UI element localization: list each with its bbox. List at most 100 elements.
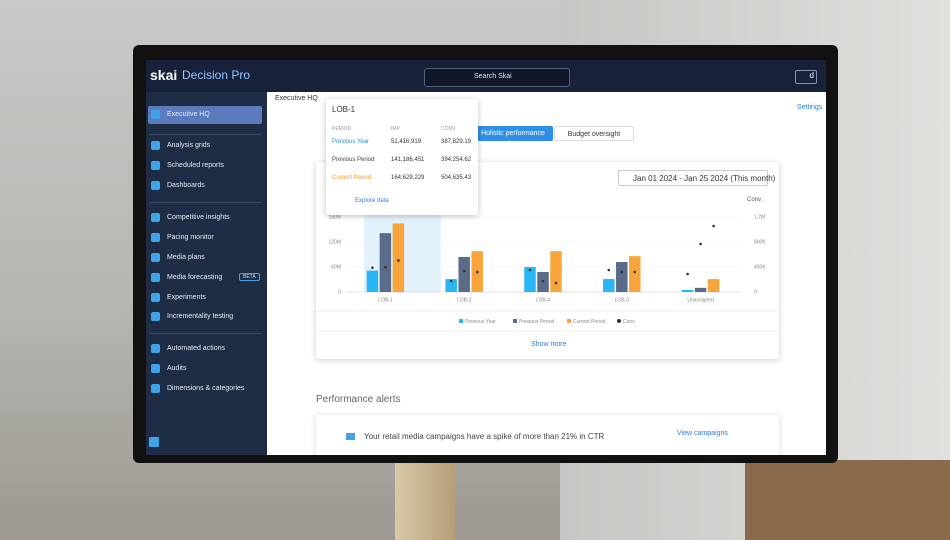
bar — [524, 267, 536, 292]
x-tick-label: Unassigned — [687, 297, 714, 303]
tooltip-cell: 141,186,451 — [391, 157, 425, 163]
y-tick-label: 120M — [328, 239, 341, 245]
conv-dot — [384, 266, 387, 269]
sidebar-icon — [151, 233, 160, 242]
tooltip — [326, 99, 478, 215]
screen: skai Decision Pro Search Skai d Executiv… — [146, 60, 826, 455]
product-name: Decision Pro — [182, 68, 251, 82]
alert-card — [316, 415, 779, 455]
bar — [458, 257, 470, 292]
bar — [629, 256, 641, 292]
sidebar-item[interactable]: Audits — [167, 365, 187, 372]
legend-label: Previous Period — [519, 319, 555, 325]
bar — [694, 287, 707, 292]
sidebar-item[interactable]: Dashboards — [167, 182, 205, 189]
conv-dot — [397, 259, 400, 262]
conv-dot — [686, 272, 689, 276]
alert-text: Your retail media campaigns have a spike… — [364, 432, 605, 441]
tooltip-header: IMP — [391, 126, 400, 132]
conv-dot — [449, 279, 453, 283]
legend-swatch — [459, 319, 463, 323]
alert-action[interactable]: View campaigns — [677, 430, 728, 437]
beta-badge: BETA — [239, 273, 260, 281]
tooltip-cell: Previous Period — [332, 157, 375, 163]
bar — [445, 279, 457, 292]
sidebar-item[interactable]: Analysis grids — [167, 142, 211, 149]
settings-link[interactable]: Settings — [797, 104, 823, 111]
alerts-title: Performance alerts — [316, 394, 401, 405]
sidebar-icon — [151, 384, 160, 393]
sidebar-item[interactable]: Dimensions & categories — [167, 385, 245, 392]
tooltip-link[interactable]: Explore data — [355, 198, 389, 204]
date-picker[interactable]: Jan 01 2024 - Jan 25 2024 (This month) — [618, 170, 775, 186]
bar — [379, 233, 392, 292]
conv-dot — [475, 270, 479, 274]
sidebar-icon — [151, 141, 160, 150]
conv-dot — [462, 269, 466, 273]
sidebar-icon — [151, 293, 160, 302]
conv-dot — [607, 268, 611, 272]
conv-dot — [699, 242, 702, 246]
sidebar-icon — [151, 312, 160, 321]
tooltip-cell: 394,254.62 — [441, 157, 472, 163]
y2-tick-label: 800K — [754, 239, 766, 245]
conv-dot — [620, 270, 624, 274]
user-button[interactable]: d — [795, 70, 817, 84]
sidebar-icon — [151, 110, 160, 119]
sidebar-item[interactable]: Experiments — [167, 294, 206, 301]
tooltip-cell: 387,829.19 — [441, 139, 472, 145]
sidebar-divider — [149, 333, 262, 334]
conv-dot — [554, 281, 558, 285]
y2-tick-label: 400K — [754, 264, 766, 270]
bar — [366, 270, 379, 292]
sidebar-item[interactable]: Pacing monitor — [167, 234, 214, 241]
tooltip-header: PERIOD — [332, 126, 352, 132]
legend-swatch — [513, 319, 517, 323]
books — [745, 460, 950, 540]
conv-dot — [633, 270, 637, 274]
bar — [392, 223, 405, 292]
legend-swatch — [617, 319, 621, 323]
search-placeholder: Search Skai — [474, 73, 512, 80]
legend-label: Previous Year — [465, 319, 496, 325]
active-item-bg — [148, 106, 262, 124]
sidebar-icon — [151, 344, 160, 353]
sidebar-divider — [149, 134, 262, 135]
x-tick-label: LOB-1 — [378, 297, 393, 303]
y-tick-label: 60M — [331, 264, 341, 270]
sidebar-item[interactable]: Media forecasting — [167, 274, 223, 281]
x-tick-label: LOB-4 — [536, 297, 551, 303]
sidebar-item[interactable]: Competitive insights — [167, 214, 230, 221]
metric-select[interactable]: Conv. — [747, 197, 763, 203]
sidebar-icon — [151, 253, 160, 262]
sidebar-icon — [151, 181, 160, 190]
tooltip-cell: 164,629,229 — [391, 175, 425, 181]
tooltip-cell: Previous Year — [332, 139, 370, 145]
conv-dot — [528, 268, 532, 272]
tab-active[interactable]: Holistic performance — [473, 126, 553, 141]
tooltip-cell: Current Period — [332, 175, 372, 181]
bar — [603, 279, 615, 292]
chart: 0 60M 120M 180M 0 400K 800K 1.2M LOB-1 LOB-2 LOB-4… — [316, 212, 779, 332]
bar — [681, 289, 694, 292]
sidebar-item[interactable]: Media plans — [167, 254, 205, 261]
sidebar-item[interactable]: Incrementality testing — [167, 313, 234, 320]
conv-dot — [371, 266, 374, 270]
search-box[interactable] — [424, 68, 570, 87]
bar — [707, 279, 720, 292]
show-more[interactable]: Show more — [531, 341, 567, 348]
sidebar-item[interactable]: Automated actions — [167, 345, 225, 352]
sidebar-item[interactable]: Executive HQ — [167, 111, 210, 118]
y-tick-label: 180M — [328, 214, 341, 220]
tooltip-title: LOB-1 — [332, 105, 356, 114]
sidebar-icon — [151, 213, 160, 222]
collapse-button[interactable] — [149, 437, 159, 447]
sidebar-icon — [151, 364, 160, 373]
sidebar-divider — [149, 202, 262, 203]
y2-tick-label: 1.2M — [754, 214, 765, 220]
sidebar-icon — [151, 273, 160, 282]
sidebar-item[interactable]: Scheduled reports — [167, 162, 224, 169]
tab[interactable]: Budget oversight — [554, 126, 634, 141]
legend-label: Current Period — [573, 319, 606, 325]
legend-label: Conv. — [623, 319, 636, 325]
